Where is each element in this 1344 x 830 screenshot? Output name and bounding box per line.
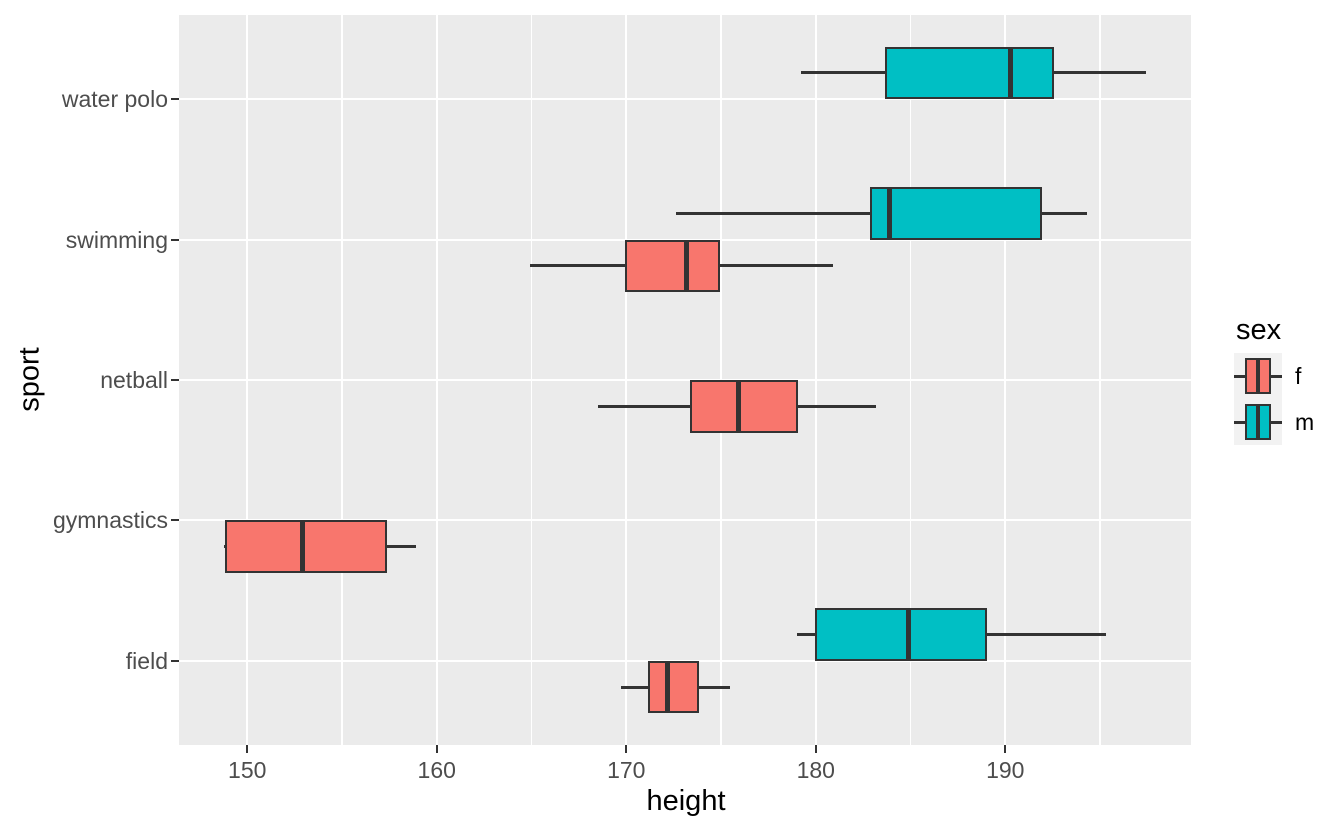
x-tick-label: 170 bbox=[607, 757, 646, 783]
glyph-median bbox=[1256, 404, 1260, 440]
boxplot-box bbox=[814, 608, 988, 661]
boxplot-box bbox=[689, 380, 798, 433]
x-tick bbox=[1004, 745, 1007, 753]
y-tick bbox=[171, 98, 179, 101]
x-axis-title: height bbox=[646, 785, 726, 817]
legend: sex f m bbox=[1234, 314, 1314, 445]
y-tick-label: gymnastics bbox=[52, 507, 168, 534]
x-tick-label: 190 bbox=[986, 757, 1025, 783]
x-tick bbox=[246, 745, 249, 753]
boxplot-box bbox=[869, 186, 1043, 240]
boxplot-median bbox=[665, 660, 671, 714]
boxplot-box bbox=[647, 660, 700, 714]
boxplot-box bbox=[625, 239, 721, 293]
x-tick bbox=[625, 745, 628, 753]
glyph-median bbox=[1256, 358, 1260, 394]
boxplot-median bbox=[1008, 46, 1014, 100]
legend-key-boxplot-glyph bbox=[1234, 353, 1282, 399]
legend-key-boxplot-glyph bbox=[1234, 399, 1282, 445]
y-tick-label: water polo bbox=[61, 86, 168, 113]
legend-entry-m: m bbox=[1234, 399, 1314, 445]
y-gridline-major bbox=[179, 98, 1191, 101]
boxplot-median bbox=[299, 520, 305, 574]
y-tick bbox=[171, 659, 179, 662]
y-tick-label: swimming bbox=[65, 226, 168, 253]
x-tick bbox=[435, 745, 438, 753]
legend-entry-f: f bbox=[1234, 353, 1314, 399]
y-tick bbox=[171, 238, 179, 241]
boxplot-median bbox=[887, 186, 893, 240]
legend-title: sex bbox=[1236, 314, 1282, 346]
boxplot-median bbox=[735, 380, 741, 433]
x-tick-label: 160 bbox=[417, 757, 456, 783]
x-tick bbox=[814, 745, 817, 753]
x-tick-label: 150 bbox=[228, 757, 267, 783]
y-tick bbox=[171, 519, 179, 522]
legend-label: f bbox=[1295, 363, 1302, 389]
y-gridline-major bbox=[179, 519, 1191, 522]
plot-panel bbox=[179, 15, 1191, 745]
y-tick bbox=[171, 379, 179, 381]
y-tick-label: field bbox=[125, 647, 168, 674]
legend-label: m bbox=[1295, 409, 1315, 435]
y-gridline-major bbox=[179, 379, 1191, 381]
x-tick-label: 180 bbox=[796, 757, 835, 783]
boxplot-median bbox=[684, 239, 690, 293]
boxplot-box bbox=[884, 46, 1054, 100]
boxplot-median bbox=[906, 608, 912, 661]
boxplot-box bbox=[225, 520, 387, 574]
y-tick-label: netball bbox=[100, 367, 168, 393]
